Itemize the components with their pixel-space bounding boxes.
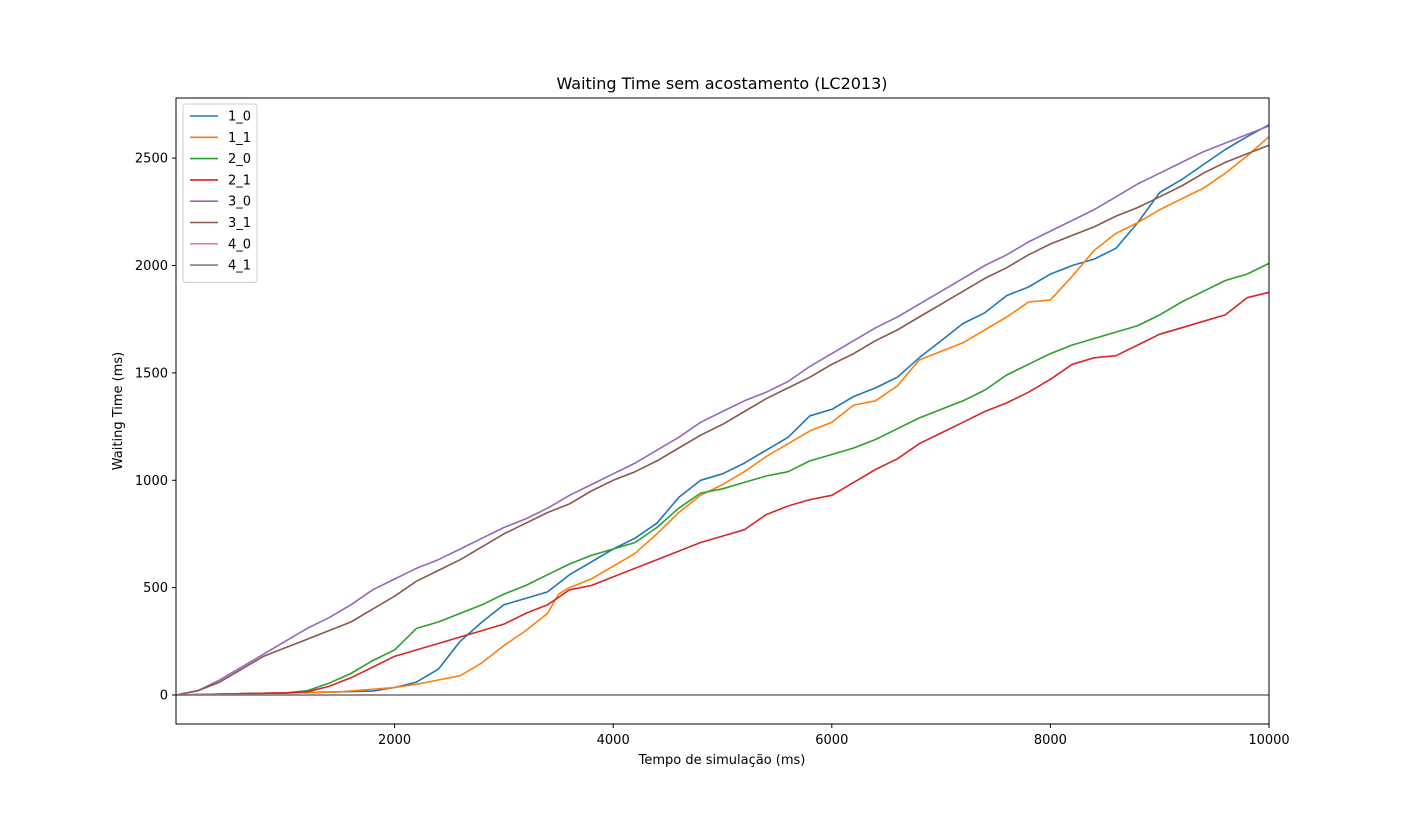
legend-label: 3_0	[228, 195, 251, 210]
chart-title: Waiting Time sem acostamento (LC2013)	[556, 74, 887, 93]
series-line-3_0	[175, 125, 1270, 696]
x-tick-label: 4000	[597, 733, 630, 748]
plot-area	[175, 97, 1270, 725]
x-axis: 2000 4000 6000 8000 10000	[378, 724, 1290, 748]
y-tick-label: 2500	[135, 152, 168, 167]
x-tick-label: 10000	[1248, 733, 1289, 748]
plot-frame	[175, 97, 1270, 725]
series-line-2_1	[175, 291, 1270, 696]
x-tick-label: 6000	[815, 733, 848, 748]
y-tick-label: 2000	[135, 259, 168, 274]
x-tick-label: 2000	[378, 733, 411, 748]
x-tick-label: 8000	[1034, 733, 1067, 748]
legend: 1_0 1_1 2_0 2_1 3_0 3_1 4_0 4_1	[182, 103, 258, 283]
y-tick-label: 1000	[135, 474, 168, 489]
y-tick-label: 0	[160, 689, 168, 704]
legend-label: 4_1	[228, 259, 251, 274]
legend-label: 2_0	[228, 152, 251, 167]
legend-label: 2_1	[228, 173, 251, 188]
y-axis-label: Waiting Time (ms)	[111, 352, 126, 470]
series-line-2_0	[175, 262, 1270, 696]
series-line-3_1	[175, 144, 1270, 696]
x-axis-label: Tempo de simulação (ms)	[638, 753, 806, 768]
legend-label: 1_0	[228, 110, 251, 125]
legend-box	[182, 103, 258, 283]
series-layer	[175, 124, 1270, 696]
series-line-1_0	[175, 124, 1270, 696]
y-tick-label: 500	[143, 581, 168, 596]
legend-label: 1_1	[228, 131, 251, 146]
y-tick-label: 1500	[135, 366, 168, 381]
y-axis: 0 500 1000 1500 2000 2500	[135, 152, 176, 704]
legend-label: 3_1	[228, 216, 251, 231]
series-line-1_1	[175, 136, 1270, 696]
legend-label: 4_0	[228, 237, 251, 252]
